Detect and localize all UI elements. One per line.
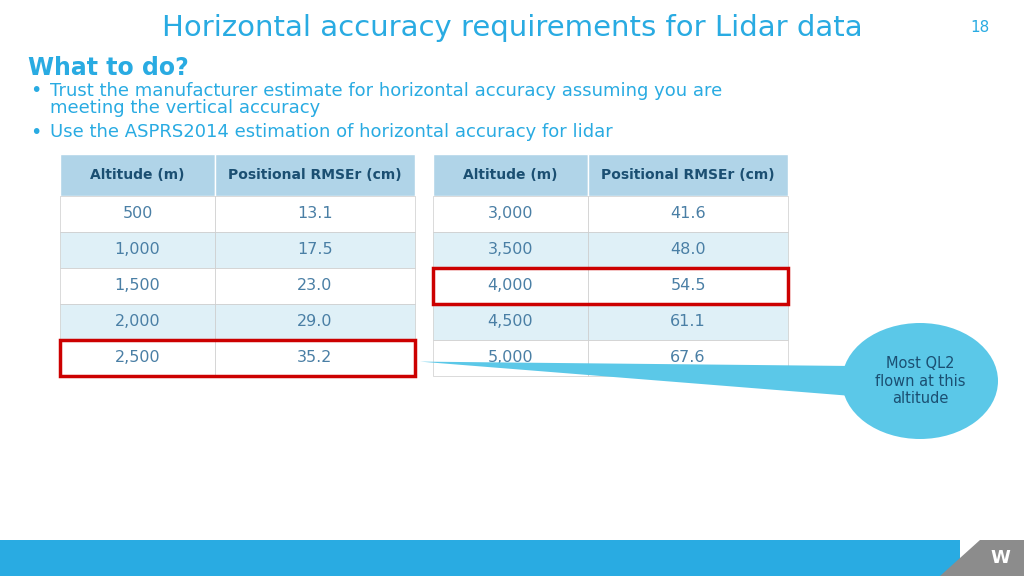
- Bar: [215, 304, 415, 340]
- Bar: [433, 154, 588, 196]
- Bar: [60, 232, 215, 268]
- Bar: [433, 232, 588, 268]
- Bar: [215, 196, 415, 232]
- Text: 5,000: 5,000: [487, 351, 534, 366]
- Text: Trust the manufacturer estimate for horizontal accuracy assuming you are: Trust the manufacturer estimate for hori…: [50, 82, 722, 100]
- Bar: [433, 196, 588, 232]
- Text: Positional RMSEr (cm): Positional RMSEr (cm): [228, 168, 401, 182]
- Text: 17.5: 17.5: [297, 242, 333, 257]
- Text: 48.0: 48.0: [670, 242, 706, 257]
- Text: 3,500: 3,500: [487, 242, 534, 257]
- Bar: [215, 340, 415, 376]
- Bar: [215, 154, 415, 196]
- Text: Altitude (m): Altitude (m): [463, 168, 558, 182]
- Text: 2,000: 2,000: [115, 314, 161, 329]
- Bar: [433, 304, 588, 340]
- Text: 61.1: 61.1: [670, 314, 706, 329]
- Text: 1,000: 1,000: [115, 242, 161, 257]
- Text: 4,000: 4,000: [487, 279, 534, 294]
- Text: 13.1: 13.1: [297, 207, 333, 222]
- Text: 500: 500: [122, 207, 153, 222]
- Text: 3,000: 3,000: [487, 207, 534, 222]
- Polygon shape: [940, 540, 1024, 576]
- Bar: [60, 340, 215, 376]
- Bar: [588, 268, 788, 304]
- Bar: [588, 196, 788, 232]
- Text: •: •: [30, 81, 41, 100]
- Text: •: •: [30, 123, 41, 142]
- Bar: [60, 196, 215, 232]
- Text: 23.0: 23.0: [297, 279, 333, 294]
- Bar: [433, 268, 788, 304]
- Bar: [588, 304, 788, 340]
- Bar: [588, 154, 788, 196]
- Bar: [60, 304, 215, 340]
- Bar: [215, 268, 415, 304]
- Text: 35.2: 35.2: [297, 351, 333, 366]
- Bar: [588, 232, 788, 268]
- Bar: [588, 340, 788, 376]
- Text: 18: 18: [971, 21, 990, 36]
- Text: What to do?: What to do?: [28, 56, 188, 80]
- Text: 54.5: 54.5: [671, 279, 706, 294]
- Ellipse shape: [842, 323, 998, 439]
- Text: Use the ASPRS2014 estimation of horizontal accuracy for lidar: Use the ASPRS2014 estimation of horizont…: [50, 123, 612, 141]
- Text: 1,500: 1,500: [115, 279, 161, 294]
- Text: W: W: [990, 549, 1010, 567]
- Bar: [60, 154, 215, 196]
- Text: 4,500: 4,500: [487, 314, 534, 329]
- Text: 2,500: 2,500: [115, 351, 161, 366]
- Bar: [215, 232, 415, 268]
- Bar: [433, 340, 588, 376]
- Text: 29.0: 29.0: [297, 314, 333, 329]
- Text: 41.6: 41.6: [670, 207, 706, 222]
- Text: meeting the vertical accuracy: meeting the vertical accuracy: [50, 99, 321, 117]
- Bar: [60, 268, 215, 304]
- Text: 67.6: 67.6: [671, 351, 706, 366]
- Text: Altitude (m): Altitude (m): [90, 168, 184, 182]
- Text: Most QL2
flown at this
altitude: Most QL2 flown at this altitude: [874, 356, 966, 406]
- Polygon shape: [420, 362, 852, 396]
- Text: Horizontal accuracy requirements for Lidar data: Horizontal accuracy requirements for Lid…: [162, 14, 862, 42]
- Text: Positional RMSEr (cm): Positional RMSEr (cm): [601, 168, 775, 182]
- Bar: [0, 540, 961, 576]
- Bar: [433, 268, 588, 304]
- Bar: [60, 340, 415, 376]
